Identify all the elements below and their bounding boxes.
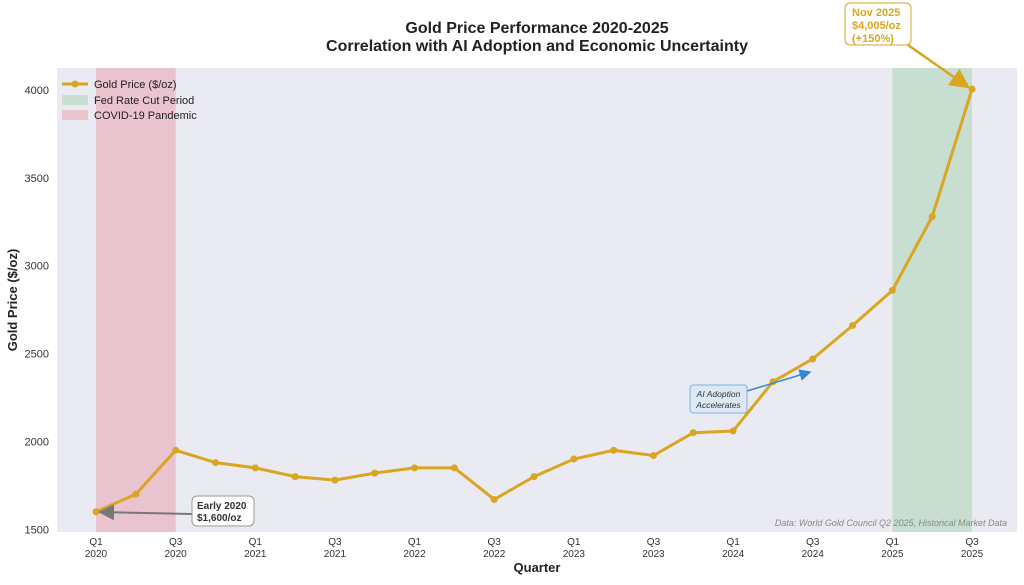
data-point-13 bbox=[610, 446, 618, 454]
source-note: Data: World Gold Council Q2 2025, Histor… bbox=[775, 518, 1007, 528]
x-tick-label-year: 2024 bbox=[722, 549, 745, 560]
data-point-0 bbox=[92, 508, 100, 516]
data-point-9 bbox=[450, 464, 458, 472]
data-point-12 bbox=[570, 455, 578, 463]
y-tick-label: 1500 bbox=[25, 524, 49, 536]
x-tick-label-quarter: Q3 bbox=[488, 537, 502, 548]
x-tick-label-quarter: Q1 bbox=[567, 537, 581, 548]
data-point-15 bbox=[689, 429, 697, 437]
x-tick-label-year: 2024 bbox=[802, 549, 825, 560]
annotation-text-nov-2025: (+150%) bbox=[852, 33, 894, 45]
data-point-16 bbox=[729, 427, 737, 435]
annotation-text-nov-2025: $4,005/oz bbox=[852, 20, 901, 32]
y-tick-label: 2000 bbox=[25, 436, 49, 448]
annotation-text-early-2020: Early 2020 bbox=[197, 501, 247, 512]
x-tick-label-quarter: Q3 bbox=[806, 537, 820, 548]
legend-label-covid: COVID-19 Pandemic bbox=[94, 110, 197, 122]
x-tick-label-year: 2025 bbox=[961, 549, 984, 560]
shaded-region-0 bbox=[96, 68, 176, 532]
data-point-21 bbox=[928, 213, 936, 221]
x-tick-label-year: 2021 bbox=[324, 549, 347, 560]
legend: Gold Price ($/oz) Fed Rate Cut Period COVI… bbox=[62, 79, 197, 122]
x-tick-label-year: 2022 bbox=[483, 549, 506, 560]
data-point-6 bbox=[331, 476, 339, 484]
shaded-region-1 bbox=[892, 68, 973, 532]
x-tick-label-year: 2023 bbox=[563, 549, 586, 560]
x-tick-label-quarter: Q1 bbox=[726, 537, 740, 548]
annotation-arrow-nov-2025 bbox=[907, 43, 971, 89]
x-tick-label-year: 2020 bbox=[85, 549, 108, 560]
data-point-2 bbox=[172, 446, 180, 454]
annotation-arrow-early-2020 bbox=[98, 504, 193, 521]
legend-label-gold: Gold Price ($/oz) bbox=[94, 79, 177, 91]
x-tick-label-quarter: Q1 bbox=[886, 537, 900, 548]
legend-label-fed: Fed Rate Cut Period bbox=[94, 95, 194, 107]
x-tick-label-quarter: Q3 bbox=[647, 537, 661, 548]
data-point-5 bbox=[291, 473, 299, 481]
annotation-box-ai bbox=[689, 384, 748, 414]
legend-swatch-fed bbox=[62, 95, 88, 105]
x-axis-label: Quarter bbox=[514, 560, 561, 575]
annotation-arrow-ai bbox=[746, 369, 812, 392]
data-point-3 bbox=[211, 459, 219, 467]
x-tick-label-quarter: Q3 bbox=[965, 537, 979, 548]
data-point-18 bbox=[809, 355, 817, 363]
data-point-19 bbox=[849, 321, 857, 329]
annotation-text-nov-2025: Nov 2025 bbox=[852, 7, 900, 19]
x-tick-label-quarter: Q1 bbox=[89, 537, 103, 548]
data-point-10 bbox=[490, 495, 498, 503]
x-tick-label-year: 2021 bbox=[244, 549, 267, 560]
y-tick-label: 3500 bbox=[25, 173, 49, 185]
annotation-box-early-2020 bbox=[191, 495, 255, 527]
x-tick-label-quarter: Q1 bbox=[249, 537, 263, 548]
y-axis-label: Gold Price ($/oz) bbox=[5, 249, 20, 352]
data-point-20 bbox=[888, 286, 896, 294]
chart-title: Gold Price Performance 2020-2025 bbox=[405, 20, 668, 37]
annotation-text-early-2020: $1,600/oz bbox=[197, 513, 241, 524]
data-point-1 bbox=[132, 490, 140, 498]
annotation-box-nov-2025 bbox=[844, 2, 912, 46]
x-tick-label-quarter: Q1 bbox=[408, 537, 422, 548]
x-tick-label-year: 2022 bbox=[403, 549, 426, 560]
plot-area bbox=[57, 68, 1017, 532]
data-point-11 bbox=[530, 473, 538, 481]
chart-subtitle: Correlation with AI Adoption and Economi… bbox=[326, 38, 748, 55]
x-tick-label-quarter: Q3 bbox=[169, 537, 183, 548]
data-point-22 bbox=[968, 85, 976, 93]
x-tick-label-quarter: Q3 bbox=[328, 537, 342, 548]
x-tick-label-year: 2020 bbox=[165, 549, 188, 560]
data-point-8 bbox=[411, 464, 419, 472]
annotation-text-ai: AI Adoption bbox=[696, 389, 741, 399]
data-point-14 bbox=[649, 452, 657, 460]
data-point-7 bbox=[371, 469, 379, 477]
y-tick-label: 4000 bbox=[25, 85, 49, 97]
annotation-text-ai: Accelerates bbox=[695, 400, 741, 410]
data-point-4 bbox=[251, 464, 259, 472]
legend-swatch-covid bbox=[62, 110, 88, 120]
y-tick-label: 3000 bbox=[25, 261, 49, 273]
y-tick-label: 2500 bbox=[25, 349, 49, 361]
x-tick-label-year: 2023 bbox=[642, 549, 665, 560]
legend-marker bbox=[71, 80, 79, 88]
x-tick-label-year: 2025 bbox=[881, 549, 904, 560]
